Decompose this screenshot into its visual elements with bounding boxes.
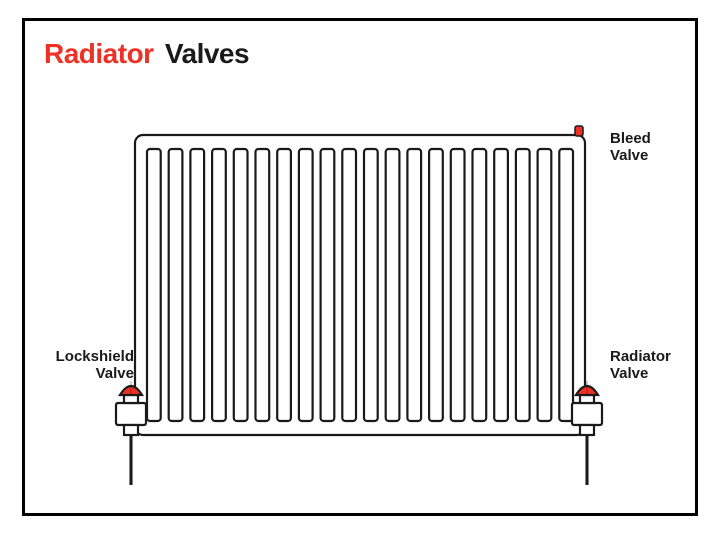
bleed-valve-label: Bleed Valve bbox=[610, 130, 651, 165]
radiator-valve-label: Radiator Valve bbox=[610, 348, 671, 383]
label-line: Valve bbox=[610, 365, 648, 382]
lockshield-valve-label: Lockshield Valve bbox=[34, 348, 134, 383]
radiator-illustration bbox=[0, 0, 720, 534]
label-line: Radiator bbox=[610, 348, 671, 365]
label-line: Valve bbox=[96, 365, 134, 382]
label-line: Valve bbox=[610, 147, 648, 164]
label-line: Bleed bbox=[610, 130, 651, 147]
diagram-canvas: Radiator Valves Bleed Valve Lockshield V… bbox=[0, 0, 720, 534]
label-line: Lockshield bbox=[56, 348, 134, 365]
